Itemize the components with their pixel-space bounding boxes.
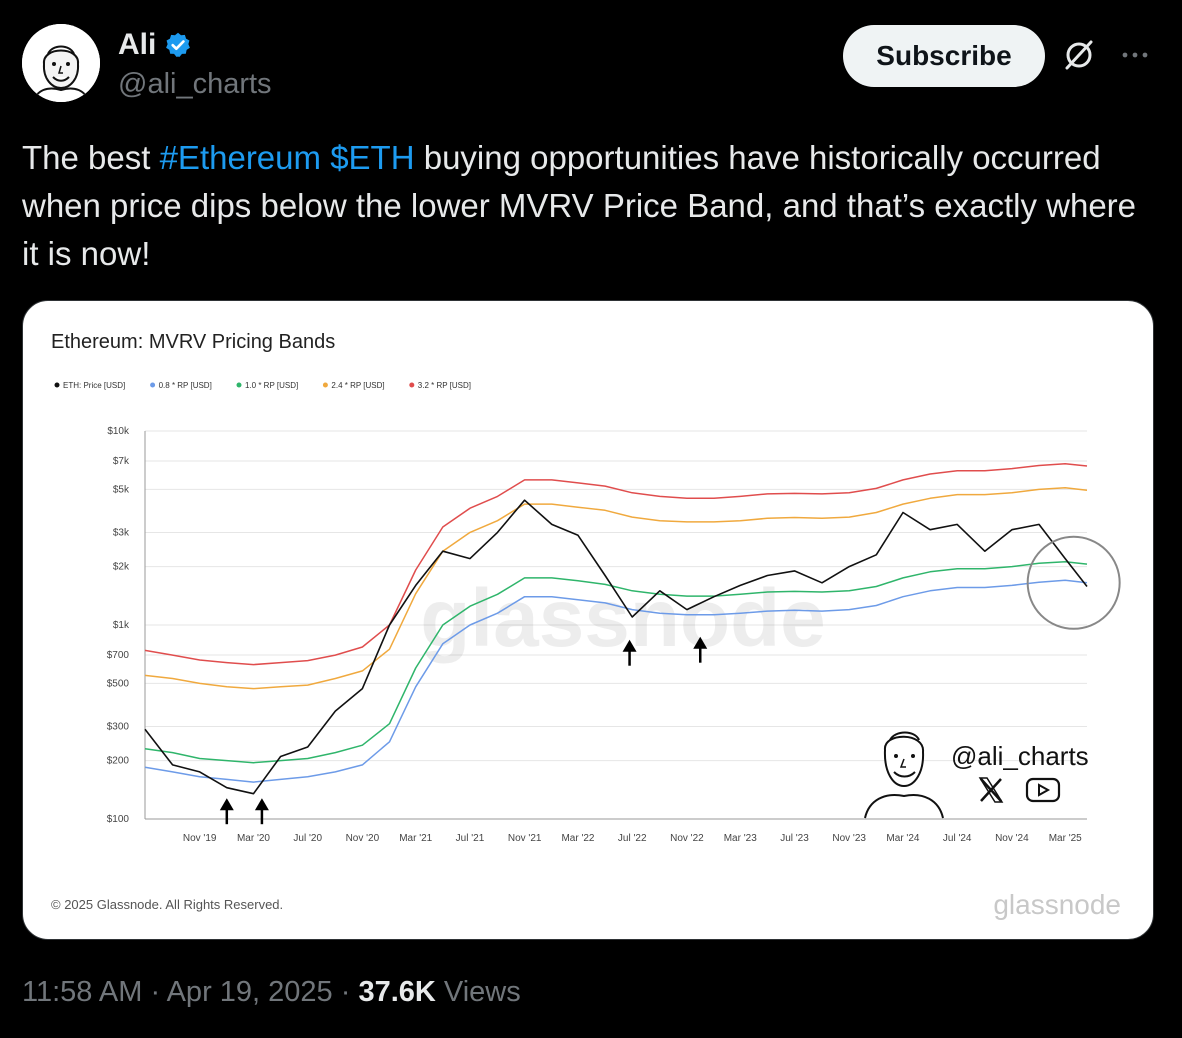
chart-annotations [219, 535, 1121, 825]
meta-separator: · [150, 976, 161, 1008]
x-tick-label: Jul '23 [780, 833, 809, 844]
legend-label: 3.2 * RP [USD] [418, 381, 471, 390]
x-tick-label: Mar '24 [886, 833, 919, 844]
tweet-meta: 11:58 AM · Apr 19, 2025 · 37.6K Views [22, 976, 521, 1009]
views-count: 37.6K [358, 976, 436, 1008]
y-tick-label: $1k [113, 620, 130, 631]
tweet-text-end: buying opportunities have historically o… [22, 139, 1137, 272]
author-handle[interactable]: @ali_charts [118, 68, 272, 100]
x-tick-label: Nov '20 [346, 833, 380, 844]
legend-marker [54, 382, 60, 388]
series-line-4 [144, 462, 1088, 666]
series-line-3 [144, 486, 1088, 690]
arrow-up-icon [622, 639, 637, 652]
arrow-up-icon [219, 798, 234, 811]
x-tick-label: Jul '22 [618, 833, 647, 844]
y-tick-label: $10k [107, 426, 130, 437]
x-tick-label: Jul '24 [943, 833, 972, 844]
chart-copyright: © 2025 Glassnode. All Rights Reserved. [51, 897, 283, 912]
legend-label: 1.0 * RP [USD] [245, 381, 298, 390]
chart-title: Ethereum: MVRV Pricing Bands [51, 331, 335, 353]
x-tick-label: Nov '23 [832, 833, 866, 844]
x-tick-label: Mar '21 [399, 833, 432, 844]
highlight-circle [1026, 535, 1121, 630]
youtube-icon [1025, 777, 1061, 803]
more-icon[interactable] [1115, 40, 1155, 70]
hashtag-link[interactable]: #Ethereum [159, 139, 322, 176]
chart-watermark: glassnode [420, 573, 826, 664]
x-tick-label: Mar '23 [724, 833, 757, 844]
glassnode-logo: glassnode [993, 889, 1121, 920]
tweet-date[interactable]: Apr 19, 2025 [166, 976, 333, 1008]
tweet-time[interactable]: 11:58 AM [22, 976, 143, 1008]
x-tick-label: Mar '22 [561, 833, 594, 844]
x-tick-label: Jul '20 [293, 833, 322, 844]
x-tick-label: Jul '21 [456, 833, 485, 844]
mvrv-chart: Ethereum: MVRV Pricing Bands ETH: Price … [51, 331, 1121, 920]
cartoon-avatar-icon [22, 24, 100, 102]
legend-marker [322, 382, 328, 388]
author-avatar[interactable] [22, 24, 100, 102]
y-tick-label: $3k [113, 527, 130, 538]
legend-marker [409, 382, 415, 388]
x-tick-label: Mar '25 [1049, 833, 1082, 844]
author-name-row: Ali [118, 28, 192, 62]
subscribe-button[interactable]: Subscribe [843, 25, 1045, 87]
arrow-up-icon [693, 636, 708, 649]
grok-icon[interactable] [1062, 38, 1096, 72]
y-tick-label: $300 [107, 721, 130, 732]
x-tick-label: Nov '24 [995, 833, 1029, 844]
x-axis: Nov '19 Mar '20 Jul '20 Nov '20 Mar '21 Jul '… [183, 833, 1082, 844]
overlay-avatar-icon [864, 731, 944, 819]
chart-series [144, 462, 1088, 795]
tweet-media[interactable]: Ethereum: MVRV Pricing Bands ETH: Price … [22, 300, 1154, 940]
legend-label: ETH: Price [USD] [63, 381, 125, 390]
x-tick-label: Nov '21 [508, 833, 542, 844]
x-tick-label: Nov '19 [183, 833, 217, 844]
meta-separator-2: · [340, 976, 351, 1008]
legend-marker [236, 382, 242, 388]
y-tick-label: $200 [107, 756, 130, 767]
tweet-text-start: The best [22, 139, 160, 176]
verified-badge-icon [166, 32, 191, 57]
chart-legend: ETH: Price [USD] 0.8 * RP [USD] 1.0 * RP [… [54, 381, 471, 390]
x-logo-icon [978, 777, 1004, 803]
cashtag-link[interactable]: $ETH [330, 139, 415, 176]
y-tick-label: $500 [107, 678, 130, 689]
series-line-0 [144, 499, 1088, 795]
x-tick-label: Nov '22 [670, 833, 704, 844]
overlay-handle: @ali_charts [951, 741, 1089, 771]
series-line-1 [144, 579, 1088, 783]
legend-label: 0.8 * RP [USD] [159, 381, 212, 390]
y-tick-label: $100 [107, 814, 130, 825]
series-line-2 [144, 560, 1088, 764]
y-tick-label: $5k [113, 484, 130, 495]
y-tick-label: $7k [113, 456, 130, 467]
author-name[interactable]: Ali [118, 28, 157, 61]
tweet-text: The best #Ethereum $ETH buying opportuni… [22, 134, 1152, 278]
y-axis: $100 $200 $300 $500 $700 $1k $2k $3k $5k $7k $10k [107, 426, 130, 825]
y-tick-label: $2k [113, 562, 130, 573]
legend-label: 2.4 * RP [USD] [331, 381, 384, 390]
views-label: Views [443, 976, 521, 1008]
overlay-signature: @ali_charts [864, 731, 1089, 819]
legend-marker [150, 382, 156, 388]
x-tick-label: Mar '20 [237, 833, 270, 844]
y-tick-label: $700 [107, 650, 130, 661]
arrow-up-icon [254, 798, 269, 811]
